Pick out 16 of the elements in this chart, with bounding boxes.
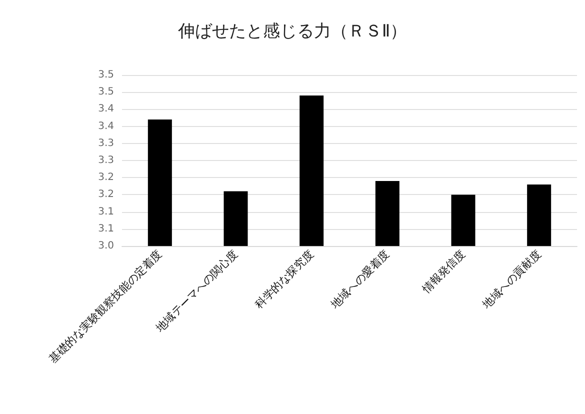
y-tick-label: 3.0 <box>98 240 114 252</box>
x-tick-label: 情報発信度 <box>419 247 468 296</box>
y-tick-label: 3.1 <box>98 206 114 218</box>
y-tick-label: 3.2 <box>98 189 114 200</box>
x-tick-label: 地域への貢献度 <box>479 247 544 312</box>
y-tick-label: 3.3 <box>98 138 114 149</box>
x-tick-label: 地域への愛着度 <box>328 247 392 312</box>
y-tick-label: 3.4 <box>98 120 114 132</box>
y-tick-label: 3.2 <box>98 172 114 184</box>
y-tick-label: 3.1 <box>98 223 114 234</box>
chart-title: 伸ばせたと感じる力（ＲＳⅡ） <box>176 22 408 42</box>
x-tick-label: 科学的な探究度 <box>252 247 316 312</box>
y-tick-label: 3.3 <box>98 155 114 166</box>
y-tick-label: 3.5 <box>98 86 114 98</box>
y-tick-label: 3.4 <box>98 104 114 115</box>
y-tick-label: 3.5 <box>98 70 114 80</box>
